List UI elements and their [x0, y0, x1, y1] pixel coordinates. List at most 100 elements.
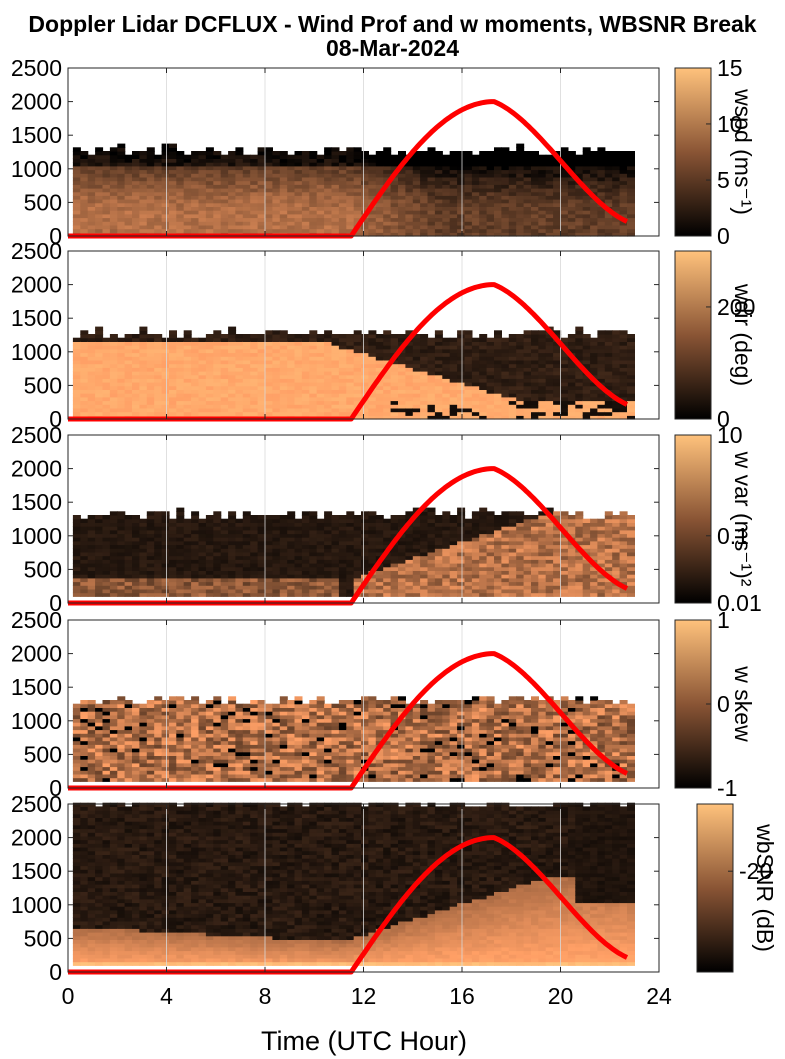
heatmap-cell [146, 537, 155, 542]
heatmap-cell [560, 221, 569, 226]
heatmap-cell [375, 518, 384, 523]
heatmap-cell [109, 202, 118, 207]
heatmap-cell [250, 522, 259, 527]
heatmap-cell [449, 352, 458, 357]
heatmap-cell [449, 400, 458, 405]
heatmap-cell [575, 345, 584, 350]
heatmap-cell [146, 592, 155, 597]
heatmap-cell [272, 522, 281, 527]
heatmap-cell [442, 154, 451, 159]
heatmap-cell [523, 210, 532, 215]
heatmap-cell [72, 592, 81, 597]
heatmap-cell [220, 407, 229, 413]
heatmap-cell [405, 400, 414, 405]
heatmap-cell [338, 559, 347, 564]
heatmap-cell [486, 537, 495, 542]
heatmap-cell [531, 352, 539, 357]
heatmap-cell [87, 341, 96, 346]
heatmap-cell [176, 162, 185, 167]
heatmap-cell [213, 585, 222, 590]
heatmap-cell [442, 529, 451, 535]
heatmap-cell [338, 592, 347, 597]
heatmap-cell [191, 533, 200, 538]
heatmap-cell [627, 232, 635, 237]
heatmap-cell [272, 202, 281, 207]
heatmap-cell [198, 529, 207, 535]
heatmap-cell [375, 232, 384, 237]
heatmap-cell [191, 228, 200, 233]
heatmap-cell [324, 581, 333, 586]
heatmap-cell [368, 518, 377, 523]
heatmap-cell [375, 411, 384, 416]
heatmap-cell [353, 378, 362, 383]
heatmap-cell [346, 588, 355, 594]
heatmap-cell [287, 393, 296, 398]
heatmap-cell [553, 210, 562, 215]
heatmap-cell [213, 393, 222, 398]
heatmap-cell [176, 544, 185, 549]
heatmap-cell [272, 515, 281, 520]
heatmap-cell [405, 407, 414, 413]
heatmap-cell [220, 566, 229, 571]
heatmap-cell [250, 588, 259, 594]
heatmap-cell [619, 202, 628, 207]
heatmap-cell [265, 396, 273, 402]
heatmap-cell [272, 210, 281, 215]
heatmap-cell [228, 158, 237, 163]
heatmap-cell [405, 411, 414, 416]
heatmap-cell [479, 537, 488, 542]
heatmap-cell [338, 585, 347, 590]
heatmap-cell [228, 330, 237, 335]
heatmap-cell [117, 592, 126, 597]
heatmap-cell [627, 217, 635, 222]
heatmap-cell [132, 404, 140, 409]
heatmap-cell [80, 585, 89, 590]
heatmap-cell [597, 162, 606, 167]
heatmap-cell [176, 158, 185, 163]
heatmap-cell [501, 210, 510, 215]
heatmap-cell [390, 389, 399, 394]
heatmap-cell [627, 228, 635, 233]
heatmap-cell [427, 184, 436, 189]
heatmap-cell [191, 396, 200, 402]
heatmap-cell [95, 221, 104, 226]
heatmap-cell [80, 367, 89, 372]
heatmap-cell [80, 352, 89, 357]
heatmap-cell [228, 176, 237, 182]
heatmap-cell [257, 393, 266, 398]
heatmap-cell [412, 188, 421, 193]
heatmap-cell [442, 206, 451, 211]
heatmap-cell [449, 526, 458, 531]
heatmap-cell [132, 169, 140, 174]
heatmap-cell [205, 540, 214, 546]
heatmap-cell [405, 551, 414, 557]
heatmap-cell [427, 191, 436, 196]
heatmap-cell [87, 374, 96, 379]
heatmap-cell [109, 540, 118, 546]
heatmap-cell [531, 217, 539, 222]
heatmap-cell [279, 585, 288, 590]
heatmap-cell [124, 228, 133, 233]
heatmap-cell [494, 184, 502, 189]
heatmap-cell [434, 551, 443, 557]
heatmap-cell [161, 143, 170, 148]
heatmap-cell [464, 348, 473, 354]
heatmap-cell [287, 221, 296, 226]
heatmap-cell [301, 563, 310, 568]
heatmap-cell [139, 537, 148, 542]
heatmap-cell [412, 570, 421, 575]
heatmap-cell [338, 213, 347, 219]
heatmap-cell [324, 206, 333, 211]
heatmap-cell [324, 356, 333, 361]
heatmap-cell [457, 184, 466, 189]
heatmap-cell [494, 356, 502, 361]
heatmap-cell [464, 577, 473, 583]
heatmap-cell [457, 224, 466, 230]
heatmap-cell [457, 176, 466, 182]
heatmap-cell [235, 352, 244, 357]
heatmap-cell [87, 540, 96, 546]
heatmap-cell [390, 367, 399, 372]
heatmap-cell [213, 334, 222, 339]
heatmap-cell [346, 224, 355, 230]
heatmap-cell [338, 551, 347, 557]
